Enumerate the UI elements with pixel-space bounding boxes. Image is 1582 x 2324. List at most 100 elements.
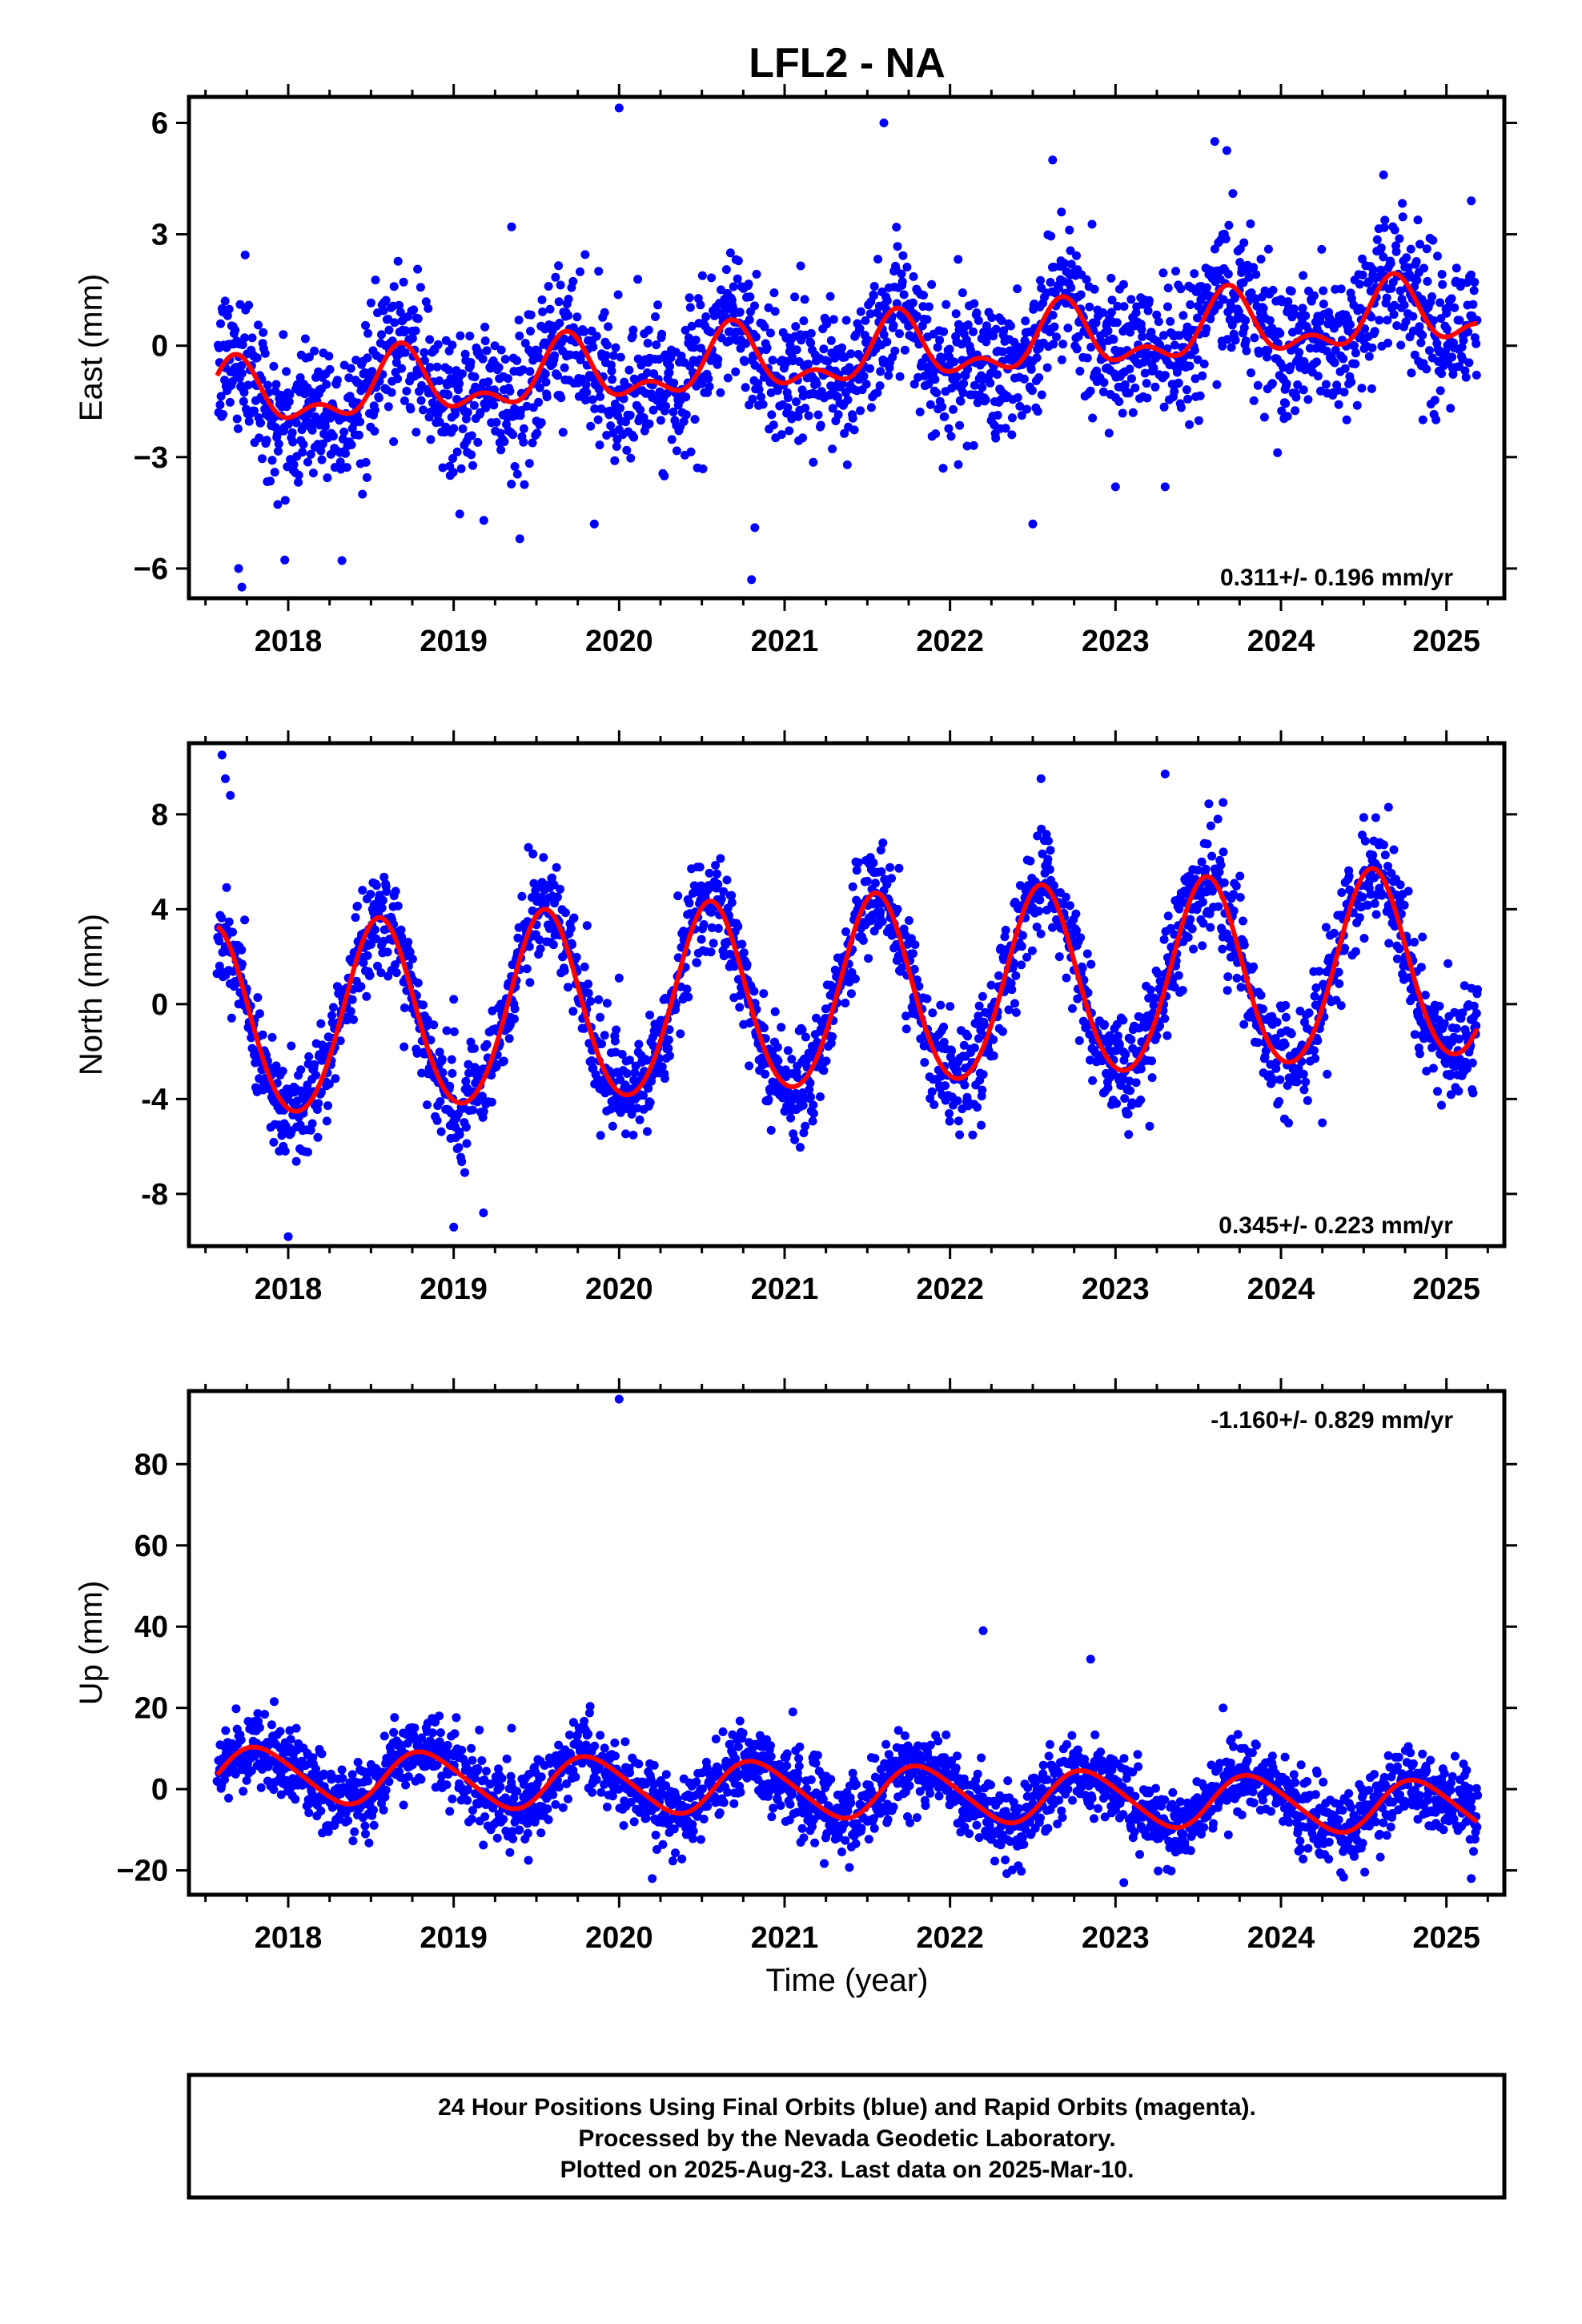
data-point — [457, 369, 467, 379]
data-point — [713, 869, 721, 879]
data-point — [1360, 324, 1370, 333]
data-point — [745, 315, 754, 324]
data-point — [1299, 1069, 1308, 1079]
data-point — [435, 1047, 444, 1057]
data-point — [417, 1068, 427, 1078]
data-point — [423, 1100, 432, 1110]
data-point — [424, 388, 433, 398]
data-point — [1058, 340, 1068, 349]
data-point — [255, 1009, 264, 1019]
data-point — [391, 358, 401, 368]
data-point — [684, 992, 693, 1002]
data-point — [625, 1055, 634, 1065]
data-point — [607, 366, 616, 376]
data-point — [840, 428, 849, 438]
data-point — [657, 1062, 667, 1072]
data-point — [799, 1128, 809, 1138]
data-point — [1060, 259, 1069, 268]
data-point — [1178, 311, 1188, 320]
data-point — [1046, 231, 1056, 241]
data-point — [314, 1099, 323, 1108]
data-point — [480, 322, 490, 332]
data-point — [466, 358, 476, 367]
data-point — [986, 378, 995, 388]
data-point — [604, 322, 613, 332]
data-point — [876, 907, 885, 917]
data-point — [1052, 332, 1061, 342]
data-point — [419, 1000, 428, 1010]
data-point — [939, 1022, 949, 1031]
data-point — [993, 370, 1002, 380]
data-point — [1466, 270, 1476, 279]
data-point — [1048, 155, 1058, 165]
data-point — [819, 1066, 829, 1076]
data-point — [406, 404, 416, 414]
data-point — [538, 307, 548, 316]
data-point — [955, 420, 965, 430]
data-point — [262, 436, 271, 445]
data-point — [435, 376, 444, 385]
data-point — [1437, 369, 1446, 379]
data-point — [1424, 346, 1434, 356]
x-tick-label: 2019 — [420, 625, 488, 658]
data-point — [393, 901, 403, 911]
data-point — [989, 1035, 998, 1044]
data-point — [291, 1156, 301, 1166]
data-point — [504, 1034, 514, 1043]
data-point — [1219, 878, 1229, 887]
data-point — [1303, 395, 1313, 404]
data-point — [1403, 887, 1413, 896]
data-point — [469, 1043, 479, 1053]
data-point — [754, 384, 764, 394]
data-point — [1391, 247, 1401, 256]
data-point — [870, 879, 880, 888]
y-tick-label: 6 — [151, 107, 168, 140]
data-point — [1325, 313, 1335, 323]
data-point — [271, 380, 281, 389]
data-point — [435, 417, 444, 427]
data-point — [304, 1051, 314, 1061]
data-point — [735, 1003, 745, 1012]
data-point — [528, 849, 538, 858]
data-point — [639, 1091, 648, 1100]
y-tick-label: −3 — [134, 441, 168, 475]
data-point — [1437, 270, 1447, 279]
data-point — [306, 1125, 315, 1135]
data-point — [322, 1116, 331, 1126]
data-point — [1125, 1076, 1134, 1086]
data-point — [316, 446, 326, 456]
data-point — [478, 354, 488, 364]
data-point — [1186, 300, 1195, 309]
data-point — [1026, 364, 1036, 374]
data-point — [800, 295, 809, 304]
data-point — [1330, 358, 1339, 368]
data-point — [989, 1051, 998, 1060]
data-point — [455, 509, 464, 519]
data-point — [525, 978, 535, 987]
data-point — [877, 917, 887, 927]
data-point — [288, 437, 298, 447]
data-point — [1355, 279, 1364, 289]
data-point — [837, 379, 847, 388]
data-point — [602, 340, 612, 350]
data-point — [1083, 988, 1093, 998]
data-point — [1126, 1035, 1136, 1044]
data-point — [1472, 1008, 1481, 1018]
data-point — [616, 404, 625, 413]
data-point — [520, 480, 529, 489]
data-point — [1263, 346, 1273, 356]
data-point — [848, 882, 857, 891]
data-point — [686, 447, 696, 456]
data-point — [469, 400, 479, 410]
data-point — [426, 1035, 436, 1045]
data-point — [1309, 291, 1319, 300]
data-point — [770, 307, 780, 316]
data-point — [600, 308, 609, 317]
data-point — [363, 328, 373, 338]
data-point — [1085, 302, 1094, 312]
data-point — [545, 304, 555, 314]
data-point — [1058, 899, 1068, 909]
data-point — [950, 357, 959, 367]
data-point — [979, 1020, 989, 1030]
